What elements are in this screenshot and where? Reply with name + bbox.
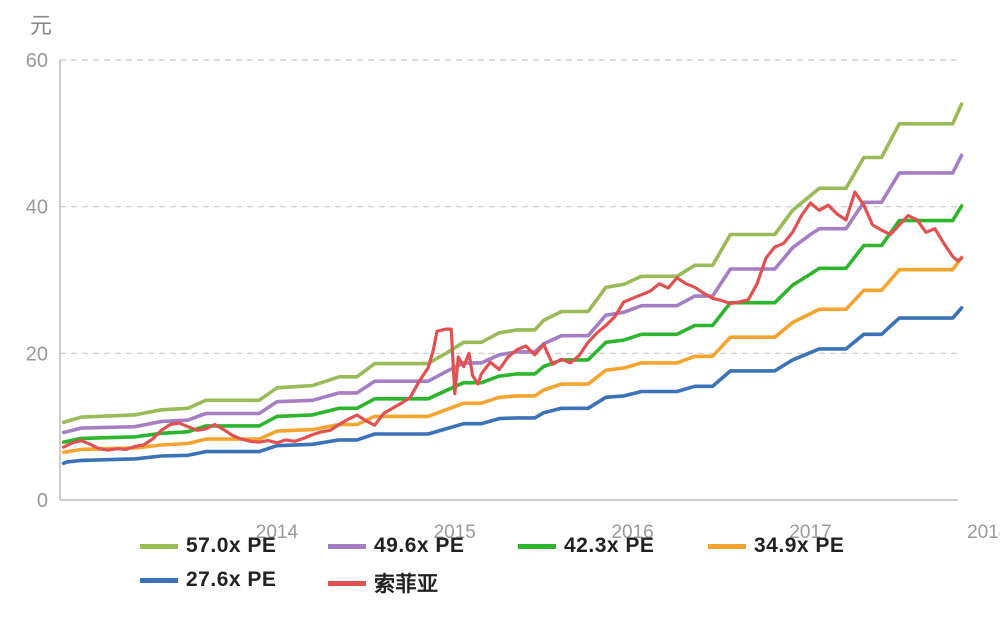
series-lines [61, 102, 964, 466]
series-line-4 [61, 306, 964, 466]
series-line-2 [61, 204, 964, 444]
series-line-0 [61, 102, 964, 425]
x-tick-label: 2017 [789, 522, 831, 543]
series-line-5 [61, 190, 964, 452]
x-tick-label: 2014 [256, 522, 299, 543]
y-tick-label: 20 [26, 343, 48, 365]
tick-labels: 0 20 40 60 2014 2015 2016 2017 2018 [26, 50, 1000, 543]
x-tick-label: 2016 [611, 522, 653, 543]
series-line-1 [61, 153, 964, 435]
x-tick-label: 2015 [434, 522, 476, 543]
x-tick-label: 2018 [967, 522, 1000, 543]
y-axis-unit-label: 元 [30, 13, 53, 38]
y-tick-label: 60 [26, 50, 48, 72]
y-tick-label: 40 [26, 197, 48, 219]
axes [59, 60, 958, 501]
series-line-3 [61, 255, 964, 455]
y-tick-label: 0 [37, 490, 48, 512]
